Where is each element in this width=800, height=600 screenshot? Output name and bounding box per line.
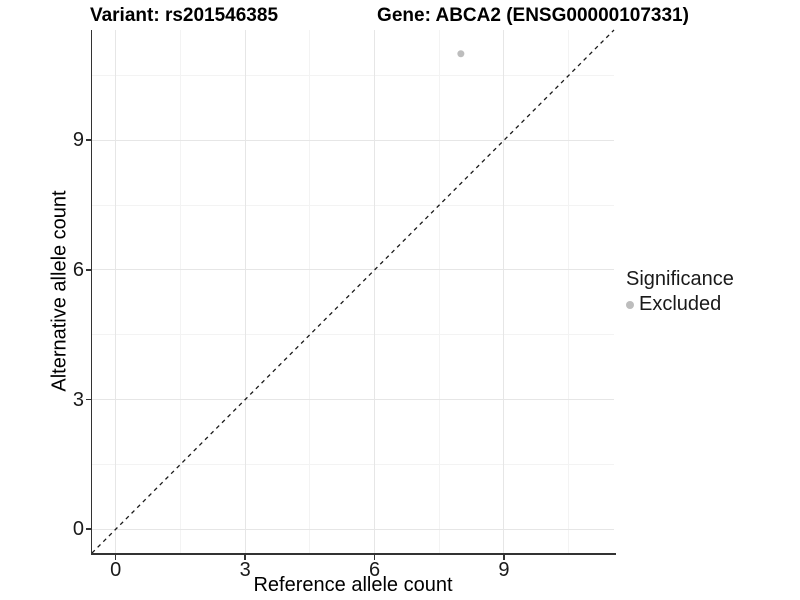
legend: Significance Excluded	[626, 267, 734, 317]
x-tick-label: 3	[239, 559, 251, 581]
identity-dashed-line	[91, 29, 615, 554]
gridline-major-v	[503, 30, 505, 553]
y-tick-mark	[85, 528, 91, 530]
plot-panel	[91, 29, 615, 554]
gridline-major-h	[92, 139, 614, 141]
x-axis-title: Reference allele count	[253, 574, 453, 596]
gridline-minor-v	[309, 30, 311, 553]
x-tick-mark	[373, 554, 376, 560]
x-tick-label: 9	[498, 559, 510, 581]
chart-layer	[91, 29, 615, 554]
x-axis-line	[90, 553, 616, 555]
y-axis-title: Alternative allele count	[48, 190, 71, 392]
gene-title: Gene: ABCA2 (ENSG00000107331)	[377, 5, 689, 26]
gridline-minor-v	[568, 30, 570, 553]
y-tick-label: 6	[72, 258, 84, 281]
y-tick-mark	[85, 269, 91, 271]
gridline-minor-v	[179, 30, 181, 553]
gridline-minor-h	[92, 204, 614, 206]
y-tick-label: 0	[72, 518, 84, 541]
gridline-minor-h	[92, 74, 614, 76]
gridline-minor-h	[92, 463, 614, 465]
gridline-major-v	[374, 30, 376, 553]
y-tick-label: 3	[72, 388, 84, 411]
x-tick-label: 6	[369, 559, 381, 581]
legend-item-label: Excluded	[639, 293, 722, 315]
gridline-major-h	[92, 528, 614, 530]
gridline-minor-v	[438, 30, 440, 553]
excluded-point-icon	[626, 300, 634, 309]
x-tick-mark	[503, 554, 505, 560]
y-axis-line	[90, 30, 92, 555]
x-tick-label: 0	[110, 559, 122, 581]
y-tick-label: 9	[72, 129, 84, 152]
x-tick-mark	[114, 554, 117, 560]
y-tick-mark	[85, 398, 91, 401]
x-tick-mark	[244, 554, 246, 560]
gridline-major-h	[92, 269, 614, 271]
gridline-major-h	[92, 399, 614, 401]
data-point	[457, 50, 465, 58]
gridline-minor-h	[92, 334, 614, 336]
variant-title: Variant: rs201546385	[89, 5, 279, 26]
legend-title: Significance	[626, 268, 734, 290]
legend-item-excluded: Excluded	[626, 292, 734, 317]
gridline-major-v	[244, 30, 246, 553]
gridline-major-v	[115, 30, 117, 553]
y-tick-mark	[85, 139, 91, 141]
